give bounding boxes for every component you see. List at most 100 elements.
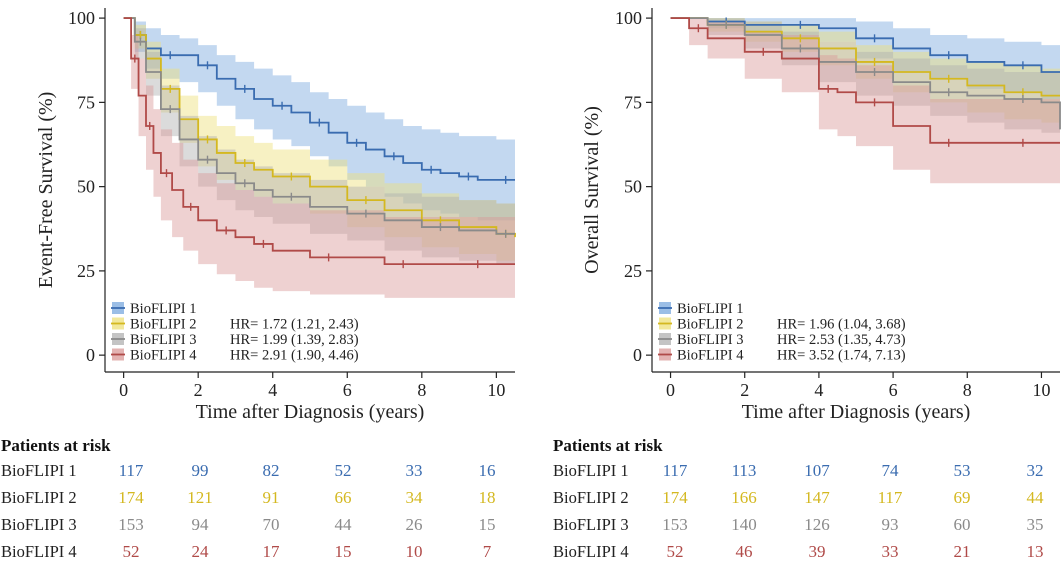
risk-count: 107 xyxy=(804,461,830,480)
risk-count: 117 xyxy=(119,461,144,480)
risk-count: 121 xyxy=(187,488,213,507)
risk-count: 16 xyxy=(479,461,496,480)
risk-count: 69 xyxy=(954,488,971,507)
risk-count: 46 xyxy=(736,542,753,561)
legend-label: BioFLIPI 2 xyxy=(677,317,743,333)
risk-count: 39 xyxy=(809,542,826,561)
risk-count: 153 xyxy=(662,515,688,534)
risk-count: 91 xyxy=(263,488,280,507)
risk-count: 34 xyxy=(406,488,424,507)
risk-count: 74 xyxy=(882,461,900,480)
y-tick-label: 0 xyxy=(633,345,642,365)
event-free-survival-chart: 0 25 50 75 100 0 2 4 6 8 10 Event-Free Survival (%)… xyxy=(35,8,516,423)
overall-survival-chart: 0 25 50 75 100 0 2 4 6 8 10 Overall Survival (%) Tim… xyxy=(581,8,1061,423)
risk-count: 52 xyxy=(667,542,684,561)
y-tick-label: 100 xyxy=(615,8,642,28)
survival-curve-bioflipi-1 xyxy=(123,17,515,181)
ci-band-bioflipi-3 xyxy=(670,18,1060,167)
y-tick-label: 100 xyxy=(68,8,95,28)
risk-count: 26 xyxy=(406,515,423,534)
risk-count: 70 xyxy=(263,515,280,534)
risk-count: 53 xyxy=(954,461,971,480)
legend-label: BioFLIPI 2 xyxy=(130,317,196,333)
hazard-ratio-label: HR= 3.52 (1.74, 7.13) xyxy=(777,348,906,364)
survival-curve-bioflipi-3 xyxy=(670,17,1061,130)
legend-label: BioFLIPI 3 xyxy=(677,332,743,348)
risk-count: 7 xyxy=(483,542,492,561)
y-axis-title: Event-Free Survival (%) xyxy=(35,92,57,289)
risk-count: 147 xyxy=(804,488,830,507)
risk-row-group-label: BioFLIPI 1 xyxy=(553,461,629,480)
x-tick-label: 6 xyxy=(889,380,898,400)
risk-count: 166 xyxy=(731,488,757,507)
risk-count: 44 xyxy=(1027,488,1045,507)
risk-count: 52 xyxy=(123,542,140,561)
y-tick-label: 0 xyxy=(86,345,95,365)
risk-table-overall: Patients at risk BioFLIPI 1 117 113 107 74 53 3… xyxy=(553,436,1044,561)
ci-band-bioflipi-3 xyxy=(123,18,516,265)
risk-count: 33 xyxy=(406,461,423,480)
y-tick-label: 50 xyxy=(77,177,95,197)
risk-count: 174 xyxy=(118,488,144,507)
risk-row-group-label: BioFLIPI 2 xyxy=(1,488,77,507)
x-tick-label: 10 xyxy=(487,380,505,400)
survival-curve-bioflipi-3 xyxy=(123,17,515,235)
ci-band-bioflipi-1 xyxy=(670,18,1060,103)
y-tick-label: 75 xyxy=(77,92,95,112)
risk-row-group-label: BioFLIPI 4 xyxy=(553,542,629,561)
x-tick-label: 2 xyxy=(740,380,749,400)
risk-table-event-free: Patients at risk BioFLIPI 1 117 99 82 52 33 16 B… xyxy=(1,436,496,561)
x-tick-label: 8 xyxy=(417,380,426,400)
risk-row-group-label: BioFLIPI 3 xyxy=(1,515,77,534)
risk-count: 153 xyxy=(118,515,144,534)
risk-count: 44 xyxy=(335,515,353,534)
y-tick-label: 75 xyxy=(624,92,642,112)
x-tick-label: 4 xyxy=(268,380,277,400)
risk-count: 82 xyxy=(263,461,280,480)
risk-count: 99 xyxy=(192,461,209,480)
x-axis-title: Time after Diagnosis (years) xyxy=(742,401,971,423)
risk-row-group-label: BioFLIPI 1 xyxy=(1,461,77,480)
risk-count: 24 xyxy=(192,542,210,561)
y-tick-label: 25 xyxy=(624,261,642,281)
hazard-ratio-label: HR= 2.91 (1.90, 4.46) xyxy=(230,348,359,364)
risk-row-group-label: BioFLIPI 3 xyxy=(553,515,629,534)
risk-count: 21 xyxy=(954,542,971,561)
risk-row-group-label: BioFLIPI 4 xyxy=(1,542,77,561)
risk-count: 174 xyxy=(662,488,688,507)
legend-label: BioFLIPI 4 xyxy=(130,348,197,364)
risk-count: 32 xyxy=(1027,461,1044,480)
x-tick-label: 2 xyxy=(194,380,203,400)
survival-curve-bioflipi-4 xyxy=(670,17,1060,144)
risk-count: 35 xyxy=(1027,515,1044,534)
risk-count: 60 xyxy=(954,515,971,534)
risk-row-group-label: BioFLIPI 2 xyxy=(553,488,629,507)
hazard-ratio-label: HR= 1.96 (1.04, 3.68) xyxy=(777,317,906,333)
risk-count: 33 xyxy=(882,542,899,561)
legend-label: BioFLIPI 3 xyxy=(130,332,196,348)
legend-label: BioFLIPI 1 xyxy=(677,301,743,317)
x-tick-label: 0 xyxy=(119,380,128,400)
risk-count: 15 xyxy=(479,515,496,534)
risk-count: 117 xyxy=(878,488,903,507)
risk-count: 10 xyxy=(406,542,423,561)
risk-count: 18 xyxy=(479,488,496,507)
risk-table-title: Patients at risk xyxy=(553,436,663,455)
risk-count: 13 xyxy=(1027,542,1044,561)
x-axis-title: Time after Diagnosis (years) xyxy=(196,401,425,423)
legend-label: BioFLIPI 1 xyxy=(130,301,196,317)
ci-band-bioflipi-4 xyxy=(123,18,516,298)
hazard-ratio-label: HR= 1.72 (1.21, 2.43) xyxy=(230,317,359,333)
survival-curve-bioflipi-4 xyxy=(123,17,515,266)
risk-table-title: Patients at risk xyxy=(1,436,111,455)
y-tick-label: 50 xyxy=(624,177,642,197)
risk-count: 94 xyxy=(192,515,210,534)
risk-count: 113 xyxy=(732,461,757,480)
ci-band-bioflipi-2 xyxy=(670,18,1060,123)
hazard-ratio-label: HR= 2.53 (1.35, 4.73) xyxy=(777,332,906,348)
risk-count: 66 xyxy=(335,488,352,507)
x-tick-label: 8 xyxy=(963,380,972,400)
risk-count: 140 xyxy=(731,515,757,534)
risk-count: 93 xyxy=(882,515,899,534)
survival-curve-bioflipi-1 xyxy=(670,17,1060,73)
